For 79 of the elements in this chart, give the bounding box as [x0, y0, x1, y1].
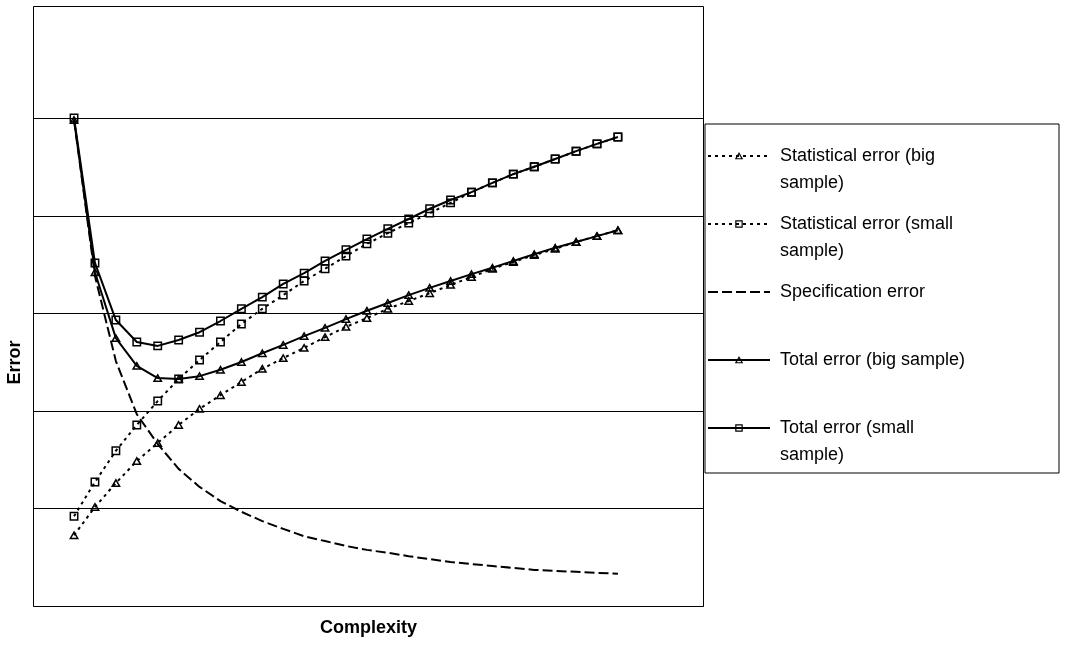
legend-label: Total error (big sample) — [780, 349, 966, 369]
point — [425, 204, 435, 214]
point — [404, 214, 414, 224]
point — [467, 270, 476, 279]
legend-label: Specification error — [780, 281, 926, 301]
point — [299, 343, 309, 352]
point — [216, 365, 225, 374]
point — [236, 358, 246, 366]
point — [383, 228, 393, 238]
point — [383, 224, 393, 234]
point — [257, 364, 267, 373]
point — [446, 280, 456, 289]
point — [320, 323, 330, 332]
point — [132, 337, 142, 347]
point — [425, 289, 435, 298]
point — [69, 531, 79, 540]
point — [446, 277, 456, 285]
point — [90, 258, 100, 268]
point — [362, 234, 372, 244]
point — [195, 372, 205, 381]
x-axis-title: Complexity — [319, 616, 418, 637]
point — [216, 391, 225, 400]
legend-label: Total error (small sample) — [780, 417, 915, 464]
point — [111, 479, 121, 487]
point — [111, 446, 121, 456]
point — [383, 304, 393, 313]
point — [132, 420, 142, 430]
point — [404, 291, 414, 300]
point — [69, 511, 79, 521]
point — [341, 322, 351, 331]
point — [236, 378, 246, 386]
point — [111, 334, 121, 343]
point — [111, 315, 121, 325]
point — [299, 268, 309, 278]
point — [236, 319, 246, 329]
point — [174, 420, 184, 429]
point — [132, 457, 142, 466]
point — [362, 239, 372, 249]
point — [467, 273, 476, 282]
point — [257, 292, 267, 302]
point — [425, 283, 435, 292]
y-axis-title: Error — [3, 340, 24, 385]
point — [257, 304, 267, 314]
point — [216, 316, 225, 326]
point — [278, 279, 288, 289]
point — [362, 306, 372, 315]
point — [383, 298, 393, 307]
point — [341, 315, 351, 324]
point — [153, 439, 163, 447]
point — [90, 502, 100, 511]
point — [320, 264, 330, 274]
legend-label: Statistical error (big sample) — [780, 145, 936, 192]
point — [195, 355, 205, 365]
point — [278, 354, 288, 363]
point — [362, 314, 372, 323]
point — [341, 251, 351, 261]
point — [320, 333, 330, 342]
point — [195, 327, 205, 337]
point — [278, 290, 288, 300]
point — [153, 396, 163, 406]
point — [299, 332, 309, 341]
point — [278, 340, 288, 349]
point — [90, 477, 100, 487]
point — [299, 276, 309, 286]
point — [236, 304, 246, 314]
legend-label: Statistical error (small sample) — [780, 213, 954, 260]
point — [341, 245, 351, 255]
point — [216, 337, 225, 347]
point — [425, 208, 435, 218]
point — [90, 268, 100, 277]
point — [257, 349, 267, 358]
point — [320, 256, 330, 266]
point — [153, 374, 163, 383]
point — [132, 361, 142, 370]
point — [153, 341, 163, 351]
point — [195, 404, 205, 413]
point — [174, 335, 184, 345]
point — [404, 297, 414, 305]
point — [404, 218, 414, 228]
